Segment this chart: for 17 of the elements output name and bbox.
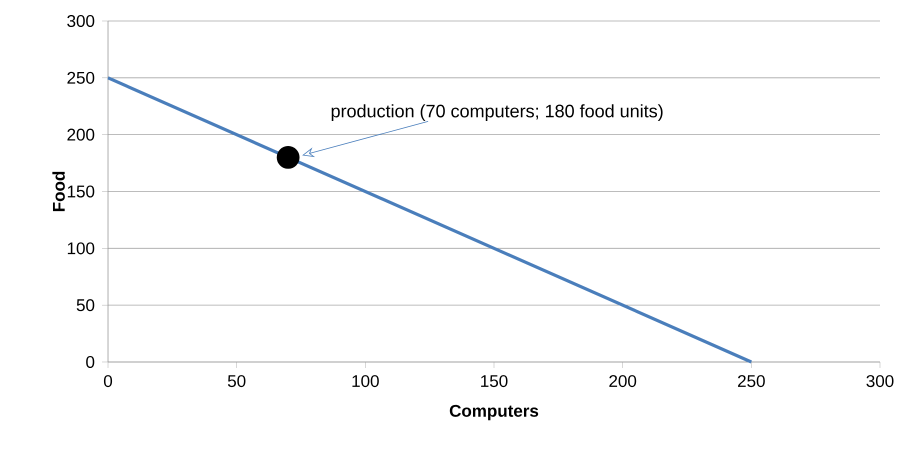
y-tick-label: 100 [68, 242, 94, 254]
x-tick-label: 0 [104, 375, 112, 388]
y-tick-label: 300 [67, 14, 94, 28]
y-axis-title: Food [52, 172, 65, 212]
x-tick-label: 150 [481, 375, 508, 388]
y-tick-label: 0 [86, 356, 94, 368]
x-tick-label: 300 [866, 375, 894, 388]
y-tick-label: 150 [68, 185, 94, 198]
x-axis-title: Computers [450, 404, 538, 420]
x-tick-label: 200 [609, 375, 636, 388]
y-tick-label: 250 [67, 72, 94, 84]
x-tick-label: 50 [228, 375, 246, 388]
x-tick-label: 100 [352, 375, 379, 388]
annotation: production (70 computers; 180 food units) [332, 104, 663, 121]
y-tick-label: 200 [67, 128, 94, 141]
x-tick-label: 250 [738, 375, 765, 388]
y-tick-label: 50 [76, 299, 94, 312]
